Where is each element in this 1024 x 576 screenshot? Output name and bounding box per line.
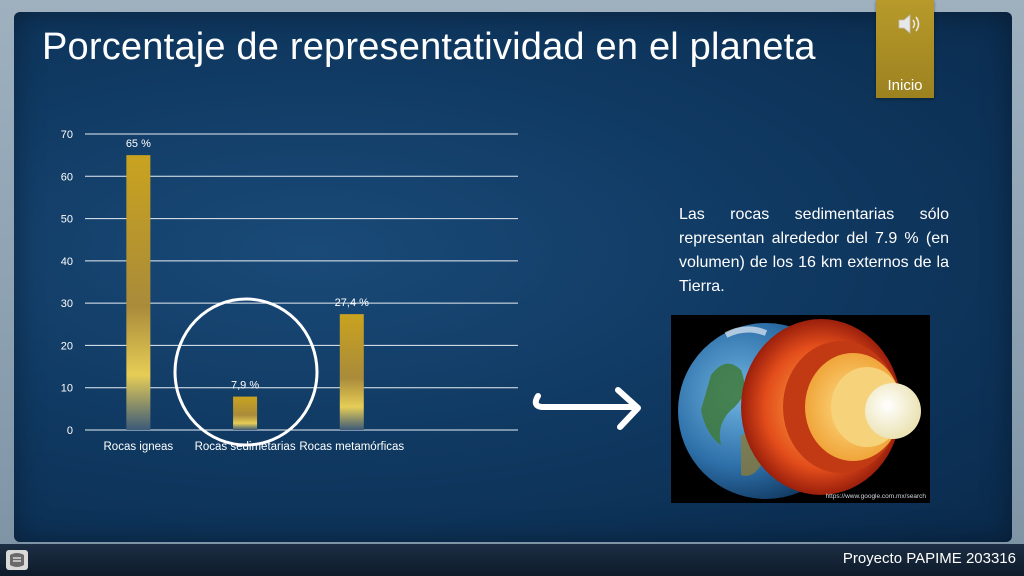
category-labels: Rocas igneas Rocas sedimetarias Rocas meta… [104,441,405,453]
category-label: Rocas igneas [104,441,174,453]
category-label: Rocas sedimetarias [195,441,296,453]
y-tick-label: 50 [61,214,73,226]
y-tick-label: 30 [61,298,73,310]
highlight-circle [173,297,319,447]
slide-title: Porcentaje de representatividad en el pl… [42,26,816,68]
data-label: 65 % [126,138,151,150]
bar [233,396,258,430]
inicio-label: Inicio [887,77,923,94]
data-label: 7,9 % [231,380,259,392]
right-arrow-icon [532,387,641,430]
earth-cutaway-illustration [678,319,921,499]
y-tick-label: 20 [61,340,73,352]
bar [339,314,364,430]
bar [126,155,151,430]
y-tick-label: 10 [61,383,73,395]
category-label: Rocas metamórficas [299,441,404,453]
y-tick-label: 70 [61,129,73,141]
bars [126,155,364,430]
chart-gridlines [85,133,518,431]
bar-chart: 0 10 20 30 40 50 60 70 65 % 7,9 % 27,4 % Rocas ig… [61,129,518,453]
image-source-caption: https://www.google.com.mx/search [825,493,926,500]
data-labels: 65 % 7,9 % 27,4 % [126,138,369,391]
footer-bar: Proyecto PAPIME 203316 [0,544,1024,576]
speaker-icon[interactable] [895,10,923,38]
inicio-button[interactable]: Inicio [876,0,934,98]
note-text: Las rocas sedimentarias sólo representan… [679,206,949,295]
earth-layers-image: https://www.google.com.mx/search [671,315,930,503]
y-tick-label: 40 [61,256,73,268]
y-tick-label: 60 [61,171,73,183]
data-label: 27,4 % [335,297,369,309]
y-tick-label: 0 [67,425,73,437]
y-axis-ticks: 0 10 20 30 40 50 60 70 [61,129,73,437]
unam-logo-icon [6,550,28,570]
footer-project-label: Proyecto PAPIME 203316 [842,550,1016,567]
